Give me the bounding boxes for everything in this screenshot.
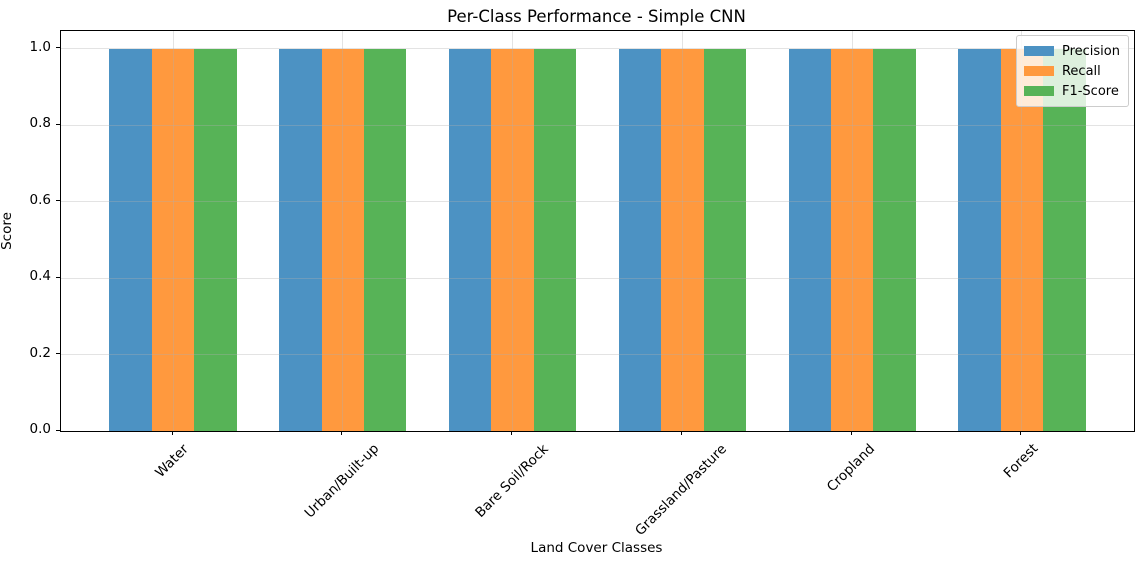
bar-recall-4 bbox=[830, 48, 874, 431]
bar-recall-2 bbox=[491, 48, 534, 431]
bar-f1-score-2 bbox=[533, 48, 577, 431]
y-tick-label: 1.0 bbox=[29, 38, 51, 55]
bar-recall-1 bbox=[321, 48, 365, 431]
bar-f1-score-0 bbox=[194, 48, 237, 431]
x-tick-label: Water bbox=[152, 441, 192, 481]
bar-precision-2 bbox=[448, 48, 492, 431]
chart-title: Per-Class Performance - Simple CNN bbox=[447, 7, 746, 26]
bar-f1-score-1 bbox=[364, 48, 407, 431]
bar-precision-3 bbox=[618, 48, 662, 431]
bar-recall-0 bbox=[151, 48, 195, 431]
legend-label: Precision bbox=[1061, 43, 1120, 59]
bar-precision-0 bbox=[109, 48, 152, 431]
y-tick-label: 0.0 bbox=[29, 421, 51, 437]
y-axis-label: Score bbox=[0, 212, 15, 250]
bar-precision-4 bbox=[788, 48, 831, 431]
x-axis-label: Land Cover Classes bbox=[530, 540, 663, 556]
legend-row: Precision bbox=[1023, 41, 1120, 61]
y-tick-label: 0.8 bbox=[29, 115, 51, 132]
legend-row: F1-Score bbox=[1023, 81, 1120, 101]
x-tick-label: Grassland/Pasture bbox=[632, 440, 731, 539]
legend-swatch-f1-score bbox=[1023, 86, 1054, 96]
x-tick-label: Bare Soil/Rock bbox=[471, 441, 552, 521]
bar-precision-5 bbox=[958, 48, 1001, 431]
plot-area: Precision Recall F1-Score bbox=[60, 30, 1135, 432]
y-tick-label: 0.2 bbox=[29, 344, 51, 361]
bar-recall-3 bbox=[661, 48, 704, 431]
legend-swatch-precision bbox=[1023, 46, 1054, 56]
legend-swatch-recall bbox=[1023, 66, 1054, 76]
x-tick-label: Urban/Built-up bbox=[301, 440, 383, 522]
bar-recall-5 bbox=[1000, 48, 1044, 431]
bar-f1-score-5 bbox=[1043, 48, 1086, 431]
bar-f1-score-4 bbox=[873, 48, 916, 431]
x-tick-label: Forest bbox=[1000, 440, 1042, 482]
legend: Precision Recall F1-Score bbox=[1015, 35, 1129, 107]
bar-precision-1 bbox=[279, 48, 322, 431]
legend-row: Recall bbox=[1023, 61, 1120, 81]
bar-f1-score-3 bbox=[703, 48, 747, 431]
legend-label: F1-Score bbox=[1061, 83, 1119, 99]
bars-layer bbox=[61, 31, 1134, 431]
x-tick-label: Cropland bbox=[824, 441, 879, 496]
legend-label: Recall bbox=[1061, 63, 1101, 79]
